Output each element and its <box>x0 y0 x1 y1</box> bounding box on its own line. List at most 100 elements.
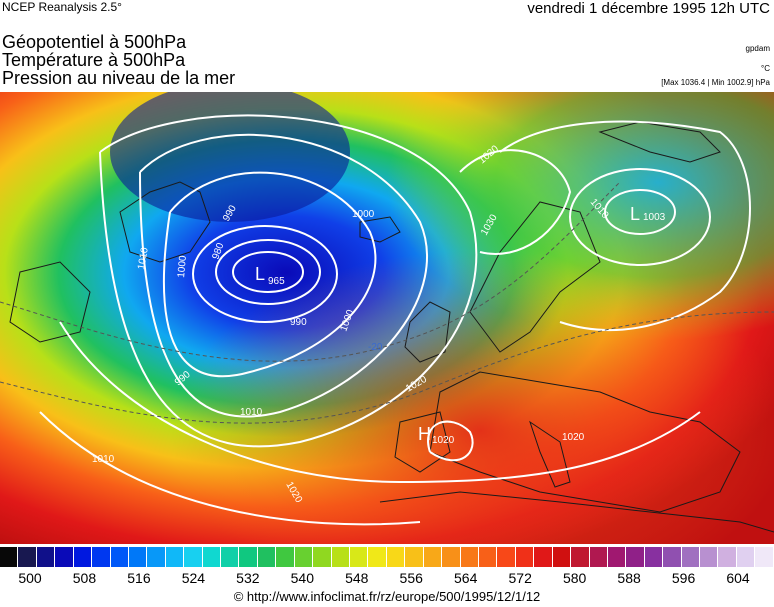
color-scale-tick-label: 532 <box>236 570 260 586</box>
color-scale-swatch <box>552 547 572 567</box>
color-scale-swatch <box>718 547 737 567</box>
footer-url: © http://www.infoclimat.fr/rz/europe/500… <box>233 589 541 604</box>
color-scale-swatch <box>350 547 369 567</box>
color-scale-tick-label: 500 <box>18 570 42 586</box>
high-center-letter: H <box>418 424 431 444</box>
color-scale-swatch <box>700 547 719 567</box>
color-scale-swatch <box>589 547 608 567</box>
color-scale-tick-label: 524 <box>181 570 206 586</box>
unit-temperature: °C <box>761 64 770 73</box>
color-scale-swatch <box>128 547 148 567</box>
color-scale-tick-label: 564 <box>454 570 478 586</box>
color-scale-swatch <box>423 547 443 567</box>
title-temperature: Température à 500hPa <box>2 50 186 70</box>
low-center-value: 1003 <box>643 212 666 223</box>
isobar-975 <box>215 239 321 305</box>
color-scale-bar <box>0 547 774 567</box>
isotherm-minus-10 <box>0 311 774 424</box>
unit-geopotential: gpdam <box>745 44 770 53</box>
color-scale-swatch <box>663 547 682 567</box>
color-scale-swatch <box>755 547 774 567</box>
low-center-value: 965 <box>268 276 285 287</box>
color-scale-tick-label: 516 <box>127 570 151 586</box>
color-scale-tick-label: 572 <box>508 570 532 586</box>
color-scale-tick-label: 604 <box>726 570 750 586</box>
weather-map-svg: 1010 1000 990 980 990 1000 1010 1020 103… <box>0 92 774 544</box>
color-scale-swatch <box>221 547 240 567</box>
isobars <box>39 114 751 526</box>
isobar-label: 1010 <box>92 454 115 465</box>
continental-europe-coast <box>429 371 741 513</box>
title-geopotential: Géopotentiel à 500hPa <box>2 32 187 52</box>
color-scale-swatch <box>73 547 93 567</box>
isobar-1000 <box>139 133 428 418</box>
color-scale-swatch <box>331 547 351 567</box>
color-scale-tick-label: 588 <box>617 570 641 586</box>
color-scale-swatch <box>184 547 203 567</box>
color-scale-swatch <box>294 547 314 567</box>
isobar-1003 <box>604 189 676 235</box>
color-scale-swatch <box>276 547 295 567</box>
low-center-letter: L <box>630 204 640 224</box>
color-scale-swatch <box>110 547 129 567</box>
color-scale-swatch <box>626 547 645 567</box>
color-scale-swatch <box>313 547 332 567</box>
cold-core <box>110 92 350 222</box>
map-date: vendredi 1 décembre 1995 12h UTC <box>527 0 770 17</box>
isobar-965 <box>232 251 304 293</box>
isobar-1020-atlantic <box>39 411 421 526</box>
isobar-label: 1020 <box>562 432 585 443</box>
color-scale-swatch <box>0 547 19 567</box>
color-scale-swatch <box>202 547 222 567</box>
labrador-coast <box>9 261 91 343</box>
north-africa-coast <box>379 491 774 533</box>
british-isles-coast <box>404 301 451 363</box>
iberia-coast <box>394 411 451 473</box>
color-scale-swatch <box>497 547 516 567</box>
weather-map: 1010 1000 990 980 990 1000 1010 1020 103… <box>0 92 774 544</box>
color-scale-swatch <box>442 547 461 567</box>
isobar-label: 1000 <box>352 209 375 220</box>
color-scale-swatch <box>607 547 627 567</box>
color-scale-swatch <box>55 547 74 567</box>
unit-pressure: [Max 1036.4 | Min 1002.9] hPa <box>661 78 770 87</box>
isobar-iberian-high <box>427 420 474 462</box>
color-scale-swatch <box>460 547 479 567</box>
color-scale-tick-label: 596 <box>671 570 696 586</box>
color-scale-swatch <box>386 547 406 567</box>
color-scale-swatch <box>92 547 111 567</box>
color-scale-swatch <box>534 547 553 567</box>
isobar-985 <box>192 225 338 323</box>
color-scale-swatch <box>36 547 56 567</box>
isobar-label: 1010 <box>136 246 151 270</box>
italy-coast <box>529 420 571 488</box>
color-scale-tick-label: 548 <box>345 570 369 586</box>
isobar-label: 1010 <box>240 407 263 418</box>
high-center-value: 1020 <box>432 435 455 446</box>
isobar-label: 1000 <box>176 255 189 279</box>
color-scale-tick-label: 540 <box>290 570 314 586</box>
isobar-1010-east <box>569 168 711 266</box>
isobar-1020-north <box>459 149 572 255</box>
color-scale-swatch <box>571 547 590 567</box>
color-scale-swatch <box>368 547 387 567</box>
color-scale-tick-label: 508 <box>72 570 97 586</box>
scandinavia-coast <box>469 201 601 353</box>
isobar-1020-east <box>499 120 751 332</box>
color-scale-swatch <box>257 547 277 567</box>
isobar-990 <box>163 171 377 378</box>
color-scale-swatch <box>405 547 424 567</box>
color-scale-tick-label: 556 <box>399 570 423 586</box>
low-center-letter: L <box>255 264 265 284</box>
greenland-coast <box>119 181 211 263</box>
color-scale-tick-label: 580 <box>562 570 587 586</box>
title-pressure: Pression au niveau de la mer <box>2 68 236 88</box>
color-scale-swatch <box>147 547 166 567</box>
isobar-1020-south <box>59 321 701 484</box>
color-scale-swatch <box>515 547 535 567</box>
color-scale-swatch <box>736 547 756 567</box>
data-source: NCEP Reanalysis 2.5° <box>2 0 122 14</box>
color-scale-swatch <box>239 547 258 567</box>
color-scale-swatch <box>644 547 664 567</box>
iceland-coast <box>359 216 401 243</box>
